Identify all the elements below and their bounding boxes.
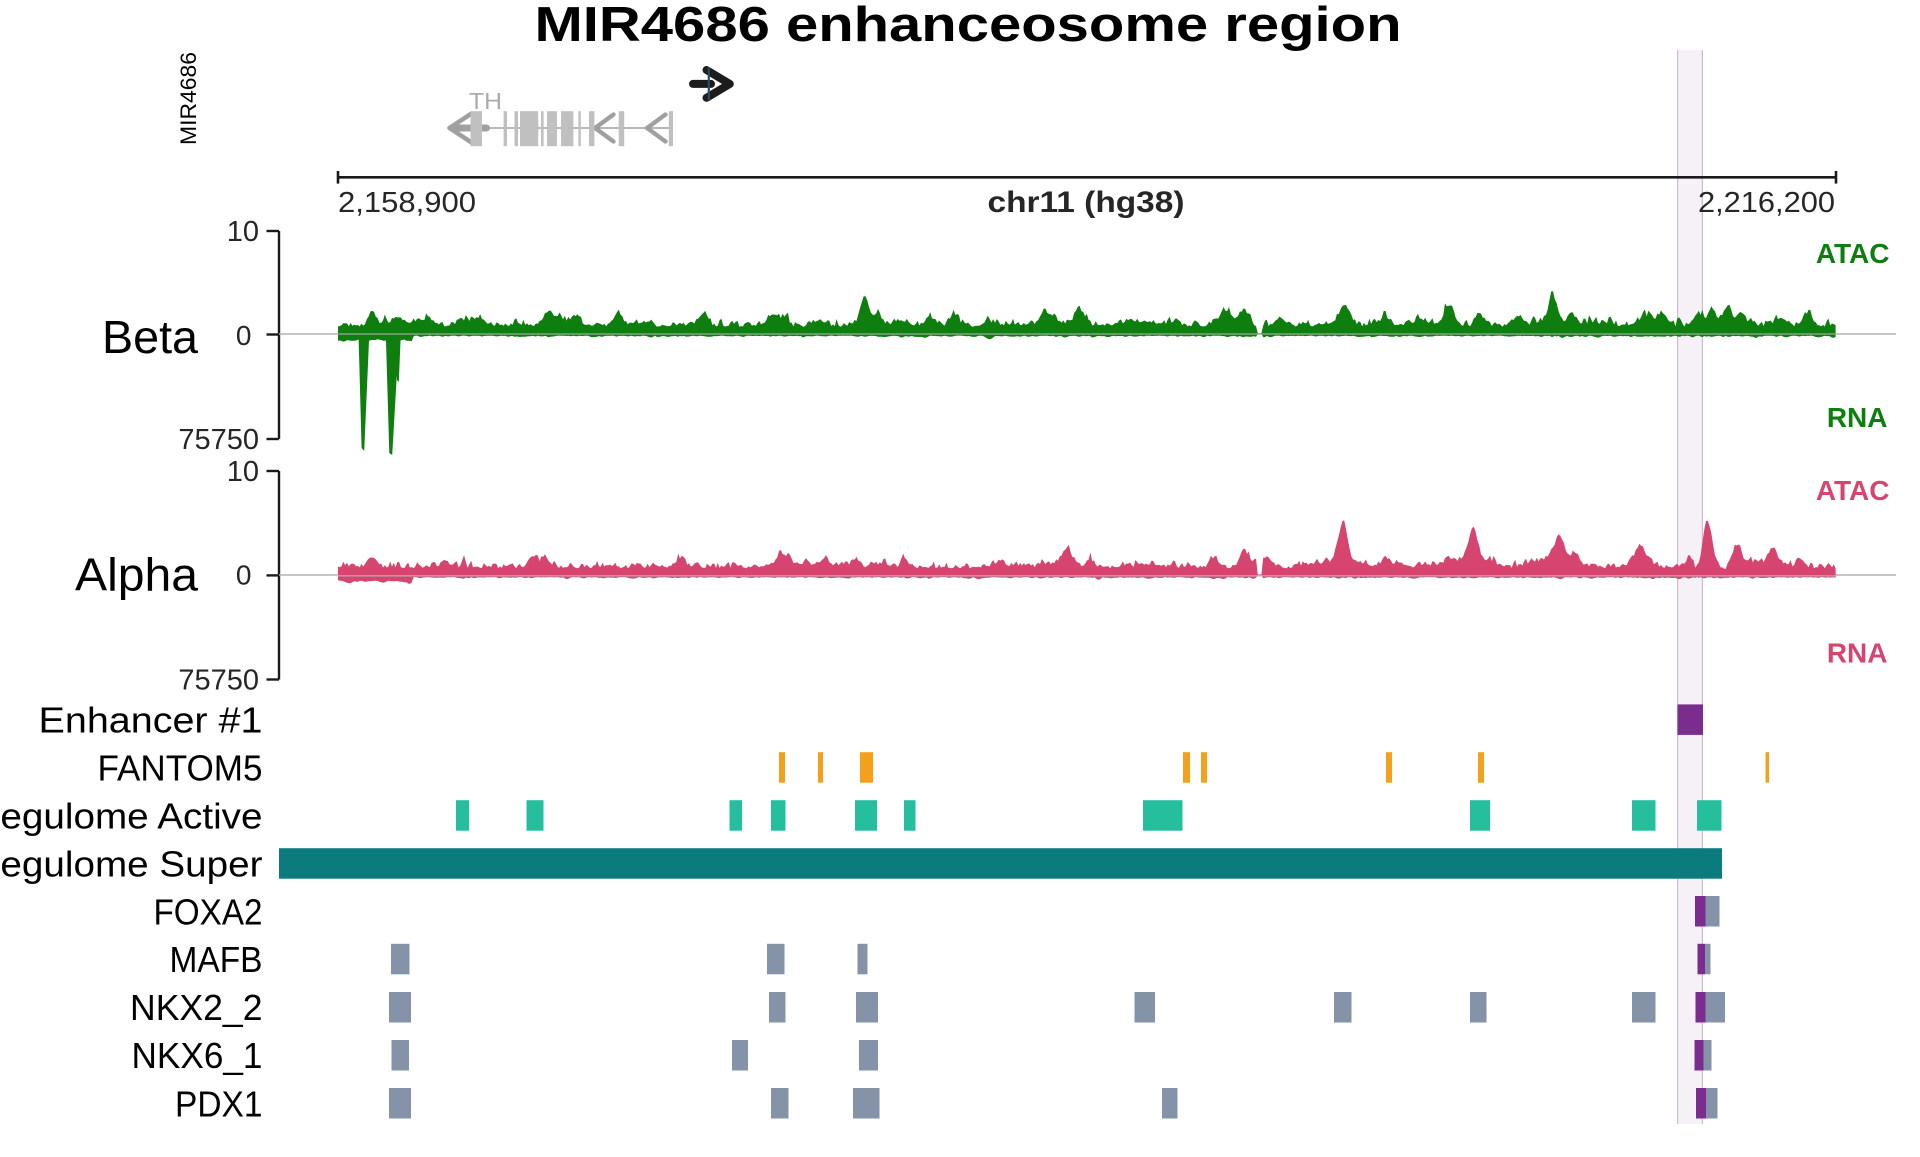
svg-text:MAFB: MAFB — [170, 939, 263, 980]
svg-text:NKX2_2: NKX2_2 — [130, 987, 263, 1028]
svg-text:Enhancer #1: Enhancer #1 — [39, 700, 263, 741]
svg-text:PDX1: PDX1 — [175, 1083, 263, 1124]
svg-text:FANTOM5: FANTOM5 — [98, 748, 263, 789]
svg-text:TH: TH — [469, 88, 502, 114]
svg-text:Regulome Super: Regulome Super — [0, 844, 262, 885]
svg-text:Regulome Active: Regulome Active — [0, 796, 263, 837]
svg-text:NKX6_1: NKX6_1 — [132, 1035, 263, 1076]
svg-text:2,216,200: 2,216,200 — [1698, 187, 1835, 219]
svg-text:MIR4686: MIR4686 — [176, 52, 201, 145]
svg-text:Alpha: Alpha — [75, 549, 198, 601]
svg-text:ATAC: ATAC — [1816, 238, 1890, 269]
svg-text:ATAC: ATAC — [1816, 475, 1890, 506]
svg-text:10: 10 — [227, 456, 259, 488]
svg-text:RNA: RNA — [1827, 638, 1888, 669]
svg-text:10: 10 — [227, 216, 259, 248]
svg-text:2,158,900: 2,158,900 — [338, 187, 476, 219]
svg-text:0: 0 — [236, 560, 252, 591]
svg-text:0: 0 — [236, 320, 252, 351]
svg-text:Beta: Beta — [102, 311, 198, 363]
svg-text:FOXA2: FOXA2 — [154, 891, 263, 932]
svg-text:MIR4686 enhanceosome region: MIR4686 enhanceosome region — [535, 0, 1402, 52]
svg-text:75750: 75750 — [178, 665, 259, 697]
svg-text:RNA: RNA — [1827, 402, 1888, 433]
svg-text:chr11 (hg38): chr11 (hg38) — [988, 186, 1185, 219]
svg-text:75750: 75750 — [178, 424, 259, 456]
